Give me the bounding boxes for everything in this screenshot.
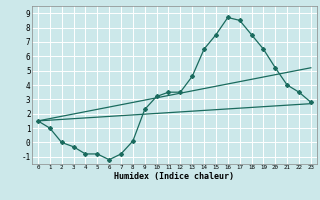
X-axis label: Humidex (Indice chaleur): Humidex (Indice chaleur) — [115, 172, 234, 181]
